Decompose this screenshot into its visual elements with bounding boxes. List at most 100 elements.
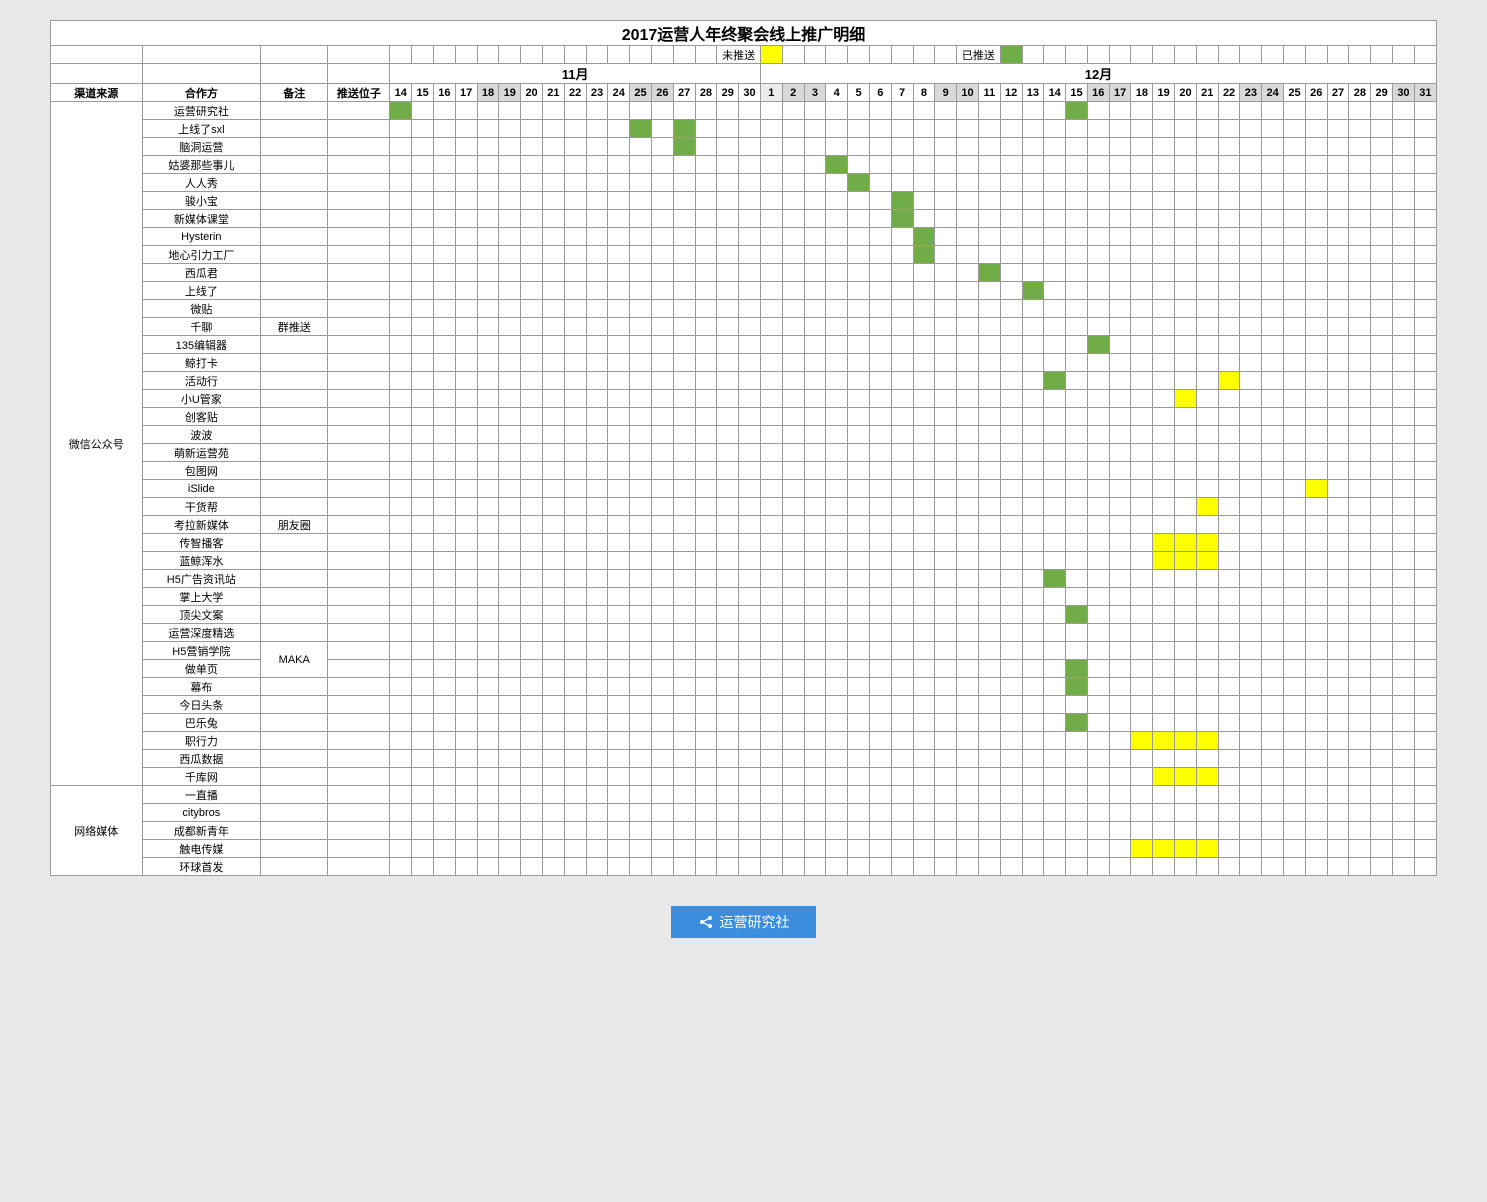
day-cell xyxy=(1109,786,1131,804)
day-cell xyxy=(477,624,499,642)
push-cell xyxy=(328,624,390,642)
day-cell xyxy=(564,696,586,714)
day-cell xyxy=(608,120,630,138)
day-cell xyxy=(913,102,935,120)
day-cell xyxy=(869,444,891,462)
day-cell xyxy=(935,696,957,714)
day-cell xyxy=(1131,264,1153,282)
day-cell xyxy=(1349,804,1371,822)
day-cell xyxy=(1240,732,1262,750)
day-cell xyxy=(1153,624,1175,642)
day-cell xyxy=(477,498,499,516)
day-cell xyxy=(739,534,761,552)
day-cell xyxy=(760,858,782,876)
day-cell xyxy=(499,120,521,138)
day-cell xyxy=(1153,858,1175,876)
day-cell xyxy=(760,228,782,246)
day-cell xyxy=(1196,426,1218,444)
day-cell xyxy=(1175,858,1197,876)
day-cell xyxy=(433,408,455,426)
day-cell xyxy=(586,120,608,138)
day-cell xyxy=(1175,372,1197,390)
day-cell xyxy=(630,498,652,516)
day-cell xyxy=(760,570,782,588)
day-cell xyxy=(1349,768,1371,786)
day-cell xyxy=(1218,516,1240,534)
day-cell xyxy=(673,822,695,840)
day-cell xyxy=(739,624,761,642)
day-cell xyxy=(651,570,673,588)
day-cell xyxy=(477,318,499,336)
day-cell xyxy=(542,228,564,246)
day-cell xyxy=(1414,858,1436,876)
day-cell xyxy=(1087,372,1109,390)
day-cell xyxy=(1327,768,1349,786)
day-cell xyxy=(826,210,848,228)
day-cell xyxy=(1371,426,1393,444)
day-cell xyxy=(1218,858,1240,876)
day-cell xyxy=(586,786,608,804)
day-cell xyxy=(1109,390,1131,408)
day-cell xyxy=(542,804,564,822)
day-cell xyxy=(978,840,1000,858)
day-cell xyxy=(782,822,804,840)
day-cell xyxy=(1371,642,1393,660)
day-cell xyxy=(1393,606,1415,624)
day-cell xyxy=(826,588,848,606)
day-cell xyxy=(564,228,586,246)
day-cell xyxy=(390,606,412,624)
day-cell xyxy=(433,660,455,678)
day-cell xyxy=(542,534,564,552)
partner-cell: H5广告资讯站 xyxy=(142,570,261,588)
day-cell xyxy=(1109,192,1131,210)
note-cell xyxy=(261,552,328,570)
day-cell xyxy=(695,210,717,228)
day-cell xyxy=(673,696,695,714)
day-cell xyxy=(869,624,891,642)
day-cell xyxy=(935,678,957,696)
day-cell xyxy=(608,426,630,444)
day-cell xyxy=(1393,498,1415,516)
day-cell xyxy=(630,372,652,390)
day-cell xyxy=(695,642,717,660)
day-cell xyxy=(717,390,739,408)
day-cell xyxy=(1305,372,1327,390)
day-cell xyxy=(412,768,434,786)
day-cell xyxy=(782,102,804,120)
day-cell xyxy=(542,606,564,624)
day-cell xyxy=(804,534,826,552)
day-cell xyxy=(412,102,434,120)
day-cell xyxy=(1284,498,1306,516)
day-cell xyxy=(673,786,695,804)
day-cell xyxy=(957,768,979,786)
day-cell xyxy=(782,840,804,858)
day-cell xyxy=(586,390,608,408)
day-cell xyxy=(412,318,434,336)
day-cell xyxy=(717,372,739,390)
day-cell xyxy=(1327,840,1349,858)
day-cell xyxy=(869,642,891,660)
day-cell xyxy=(739,462,761,480)
day-cell xyxy=(978,498,1000,516)
day-cell xyxy=(651,768,673,786)
day-cell xyxy=(455,318,477,336)
day-cell xyxy=(1284,372,1306,390)
day-cell xyxy=(1087,174,1109,192)
day-cell xyxy=(477,768,499,786)
day-cell xyxy=(1305,624,1327,642)
day-cell xyxy=(1414,120,1436,138)
day-cell xyxy=(1175,570,1197,588)
day-cell xyxy=(717,624,739,642)
day-cell xyxy=(1305,120,1327,138)
day-cell xyxy=(869,336,891,354)
day-cell xyxy=(1414,228,1436,246)
day-cell xyxy=(760,102,782,120)
day-cell xyxy=(804,354,826,372)
day-cell xyxy=(521,408,543,426)
day-cell xyxy=(913,210,935,228)
day-hdr-11-29: 29 xyxy=(717,84,739,102)
note-cell: MAKA xyxy=(261,642,328,678)
table-row: 西瓜君 xyxy=(51,264,1437,282)
day-cell xyxy=(564,192,586,210)
day-cell xyxy=(499,408,521,426)
